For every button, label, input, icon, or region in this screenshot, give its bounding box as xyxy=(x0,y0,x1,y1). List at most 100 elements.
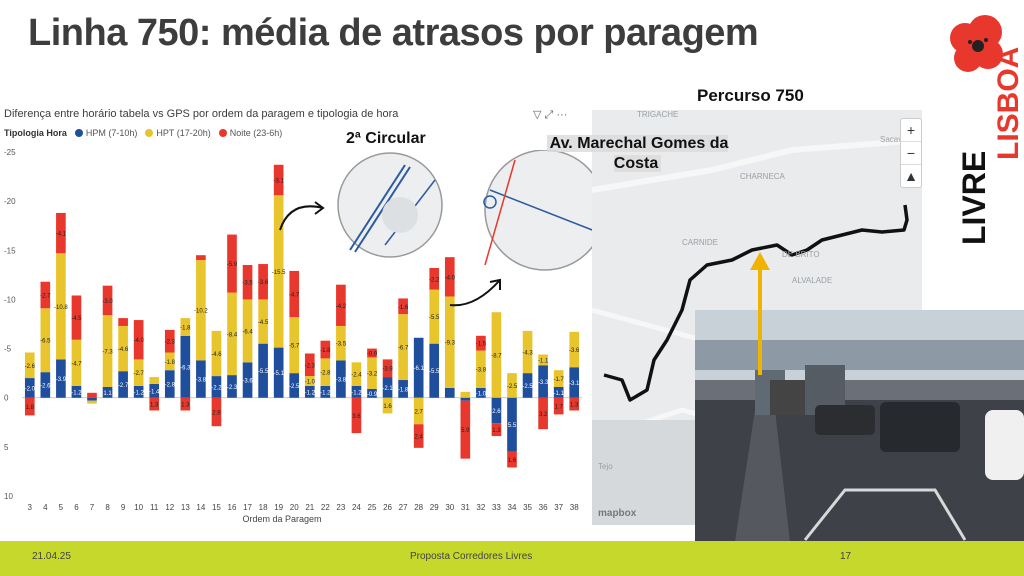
x-tick-label: 28 xyxy=(414,503,423,512)
bar-segment xyxy=(87,392,97,398)
bar-data-label: -4.5 xyxy=(258,320,269,326)
bar-segment xyxy=(227,292,237,376)
bar-data-label: -2.5 xyxy=(289,384,300,390)
x-tick-label: 12 xyxy=(165,503,174,512)
y-tick-label: -5 xyxy=(4,345,12,354)
bar-segment xyxy=(258,343,268,398)
bar-data-label: -1.8 xyxy=(398,387,409,393)
bar-data-label: -4.3 xyxy=(522,351,533,357)
bar-data-label: -10.2 xyxy=(194,309,208,315)
bar-data-label: -3.0 xyxy=(102,299,113,305)
bar-segment xyxy=(351,397,362,434)
x-tick-label: 27 xyxy=(399,503,408,512)
bar-data-label: 1.3 xyxy=(570,403,579,409)
bar-data-label: -2.3 xyxy=(227,385,238,391)
bar-segment xyxy=(398,314,408,381)
bar-data-label: 1.3 xyxy=(181,403,190,409)
bar-data-label: -2.7 xyxy=(133,371,144,377)
bar-segment xyxy=(444,387,455,398)
bar-data-label: 2.9 xyxy=(212,410,221,416)
bar-data-label: -5.9 xyxy=(227,262,238,268)
bar-data-label: -3.5 xyxy=(336,342,347,348)
bar-data-label: -2.0 xyxy=(25,386,36,392)
bar-segment xyxy=(196,255,206,261)
x-tick-label: 5 xyxy=(59,503,64,512)
callout-circular: 2ª Circular xyxy=(346,130,426,147)
legend-item-hpm[interactable]: HPM (7-10h) xyxy=(74,128,137,138)
x-tick-label: 38 xyxy=(570,503,579,512)
legend-item-hpt[interactable]: HPT (17-20h) xyxy=(145,128,211,138)
bar-segment xyxy=(538,365,548,398)
bar-segment xyxy=(289,270,300,318)
x-tick-label: 4 xyxy=(43,503,48,512)
zoom-callouts xyxy=(279,150,606,307)
bar-data-label: 5.9 xyxy=(461,428,470,434)
bar-segment xyxy=(336,325,346,361)
bar-segment xyxy=(40,308,51,373)
legend-item-noite[interactable]: Noite (23-6h) xyxy=(218,128,282,138)
bar-data-label: -2.7 xyxy=(40,294,51,300)
bar-data-label: -4.1 xyxy=(56,232,67,238)
x-tick-label: 10 xyxy=(134,503,143,512)
bar-segment xyxy=(491,397,502,424)
y-tick-label: -10 xyxy=(4,295,16,304)
bar-segment xyxy=(273,195,284,348)
chart-title: Diferença entre horário tabela vs GPS po… xyxy=(4,108,399,120)
chart-toolbar-icons[interactable]: ▽ ⤢ ··· xyxy=(533,109,568,121)
bar-data-label: -3.1 xyxy=(569,381,580,387)
bar-segment xyxy=(149,397,160,411)
map-label-carnide: CARNIDE xyxy=(682,238,719,247)
bar-segment xyxy=(460,400,471,459)
bar-segment xyxy=(351,385,362,398)
bar-data-label: -5.5 xyxy=(429,369,440,375)
bar-segment xyxy=(336,284,346,326)
arrow-to-avenida-icon xyxy=(449,279,501,307)
bar-segment xyxy=(118,318,128,326)
callout-avenida-text: Av. Marechal Gomes da Costa xyxy=(546,135,729,172)
zoom-in-icon[interactable]: + xyxy=(901,119,921,142)
y-tick-label: -25 xyxy=(4,148,16,157)
x-tick-label: 20 xyxy=(290,503,299,512)
bar-segment xyxy=(367,388,377,398)
bar-segment xyxy=(258,299,268,344)
bar-data-label: 3.6 xyxy=(352,414,361,420)
bar-segment xyxy=(476,335,486,351)
bar-data-label: -8.7 xyxy=(491,353,502,359)
footer-bar: 21.04.25 Proposta Corredores Livres 17 xyxy=(0,541,1024,576)
map-zoom-controls[interactable]: + − ▲ xyxy=(900,118,922,188)
bar-segment xyxy=(273,347,284,398)
bar-data-label: 5.5 xyxy=(508,423,517,429)
bar-data-label: 1.7 xyxy=(554,405,563,411)
bar-segment xyxy=(196,360,206,398)
bar-segment xyxy=(429,343,440,398)
compass-icon[interactable]: ▲ xyxy=(904,168,918,184)
bar-data-label: -2.8 xyxy=(320,371,331,377)
bar-segment xyxy=(258,264,268,300)
bar-data-label: 1.8 xyxy=(26,405,35,411)
bar-data-label: -5.1 xyxy=(273,371,284,377)
bar-data-label: -1.2 xyxy=(320,390,331,396)
map-label-alvalade: ALVALADE xyxy=(792,276,833,285)
bar-segment xyxy=(460,397,471,401)
x-tick-label: 6 xyxy=(74,503,79,512)
zoom-out-icon[interactable]: − xyxy=(901,142,921,165)
mapbox-attribution[interactable]: mapbox xyxy=(598,508,637,519)
bar-segment xyxy=(289,373,300,398)
bar-data-label: -1.0 xyxy=(476,391,487,397)
bar-data-label: -3.3 xyxy=(538,380,549,386)
bar-data-label: -2.3 xyxy=(305,363,316,369)
bar-segment xyxy=(444,257,455,297)
x-axis-label: Ordem da Paragem xyxy=(242,514,321,524)
bar-data-label: -3.9 xyxy=(382,367,393,373)
bar-segment xyxy=(320,385,331,398)
bar-segment xyxy=(102,386,113,398)
bar-segment xyxy=(289,317,300,374)
bar-segment xyxy=(149,377,160,384)
bar-segment xyxy=(429,267,440,290)
bar-segment xyxy=(304,385,315,398)
x-tick-label: 22 xyxy=(321,503,330,512)
y-tick-label: -15 xyxy=(4,246,16,255)
page-number: 17 xyxy=(840,551,852,562)
bar-data-label: -0.9 xyxy=(367,351,378,357)
bar-segment xyxy=(196,260,206,361)
